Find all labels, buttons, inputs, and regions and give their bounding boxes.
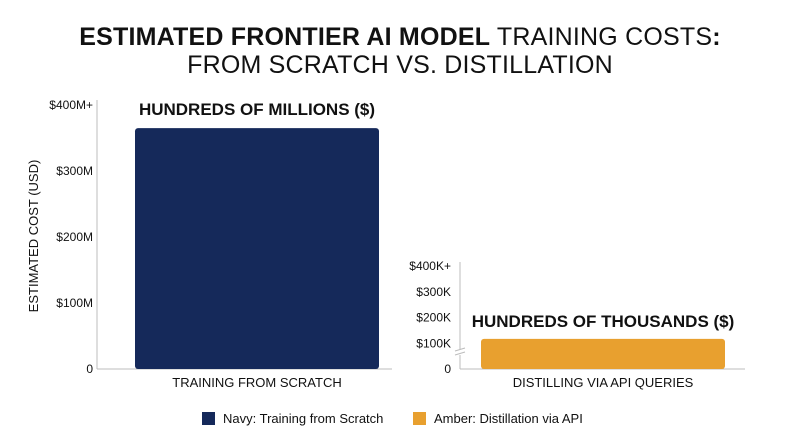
annotation-hundreds-of-thousands: HUNDREDS OF THOUSANDS ($) xyxy=(472,312,735,331)
annotation-hundreds-of-millions: HUNDREDS OF MILLIONS ($) xyxy=(139,100,375,119)
left-y-tick-label: $200M xyxy=(56,230,93,244)
right-y-tick-label: $100K xyxy=(416,336,451,350)
chart-title-line-1: ESTIMATED FRONTIER AI MODEL TRAINING COS… xyxy=(0,23,800,52)
x-label-distilling-via-api: DISTILLING VIA API QUERIES xyxy=(513,375,694,390)
right-y-tick-label: 0 xyxy=(444,362,451,376)
right-panel: 0 $100K $200K $300K $400K+ HUNDREDS OF THOUS… xyxy=(409,259,745,390)
legend-label-amber: Amber: Distillation via API xyxy=(434,411,583,426)
chart-title-line-2: FROM SCRATCH VS. DISTILLATION xyxy=(187,51,613,79)
legend-swatch-navy xyxy=(202,412,215,425)
legend: Navy: Training from Scratch Amber: Disti… xyxy=(202,411,583,426)
left-y-tick-label: 0 xyxy=(86,362,93,376)
left-panel: 0 $100M $200M $300M $400M+ HUNDREDS OF MILLI… xyxy=(26,98,392,390)
left-y-tick-label: $100M xyxy=(56,296,93,310)
chart-title-bold: ESTIMATED FRONTIER AI MODEL xyxy=(79,23,491,51)
x-label-training-from-scratch: TRAINING FROM SCRATCH xyxy=(172,375,341,390)
bar-training-from-scratch xyxy=(135,128,379,369)
left-y-tick-label: $300M xyxy=(56,164,93,178)
right-y-tick-label: $300K xyxy=(416,285,451,299)
right-y-tick-label: $400K+ xyxy=(409,259,451,273)
axis-break-mark xyxy=(454,347,466,356)
chart-title-colon: : xyxy=(712,23,721,51)
legend-swatch-amber xyxy=(413,412,426,425)
y-axis-label: ESTIMATED COST (USD) xyxy=(26,160,41,313)
bar-distilling-via-api xyxy=(481,338,725,369)
legend-label-navy: Navy: Training from Scratch xyxy=(223,411,383,426)
left-y-tick-label: $400M+ xyxy=(49,98,93,112)
chart-title-regular: TRAINING COSTS xyxy=(496,23,713,51)
right-y-tick-label: $200K xyxy=(416,311,451,325)
